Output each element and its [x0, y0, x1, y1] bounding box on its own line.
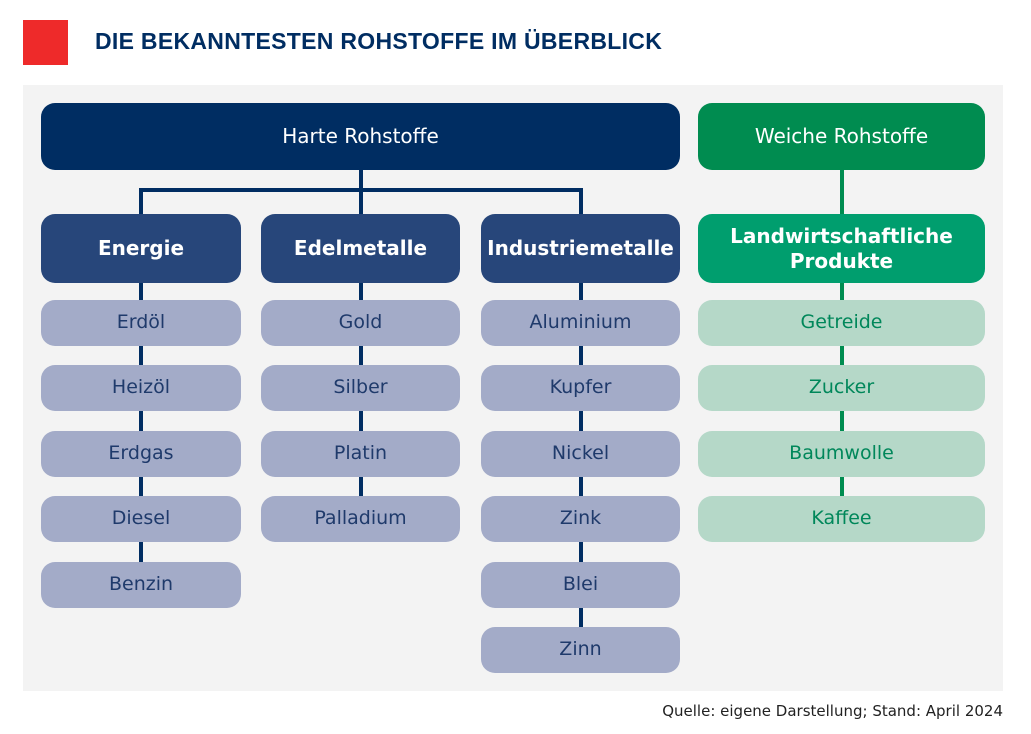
commodity-item: Zucker [698, 365, 985, 411]
connector-line [358, 170, 363, 192]
brand-square [23, 20, 68, 65]
category-header: Edelmetalle [261, 214, 460, 283]
commodity-item: Gold [261, 300, 460, 346]
connector-line [358, 188, 363, 214]
commodity-item: Kupfer [481, 365, 680, 411]
commodity-item: Aluminium [481, 300, 680, 346]
commodity-item: Erdöl [41, 300, 241, 346]
commodity-item: Palladium [261, 496, 460, 542]
commodity-item: Blei [481, 562, 680, 608]
group-header: Weiche Rohstoffe [698, 103, 985, 170]
connector-line [839, 170, 844, 214]
commodity-item: Silber [261, 365, 460, 411]
commodity-item: Zink [481, 496, 680, 542]
category-header: Landwirtschaftliche Produkte [698, 214, 985, 283]
category-header: Industriemetalle [481, 214, 680, 283]
commodity-item: Zinn [481, 627, 680, 673]
connector-line [139, 283, 143, 572]
commodity-item: Heizöl [41, 365, 241, 411]
page-title: DIE BEKANNTESTEN ROHSTOFFE IM ÜBERBLICK [95, 28, 663, 54]
connector-line [139, 188, 143, 214]
commodity-item: Nickel [481, 431, 680, 477]
commodity-item: Getreide [698, 300, 985, 346]
commodity-item: Kaffee [698, 496, 985, 542]
group-header: Harte Rohstoffe [41, 103, 680, 170]
commodity-item: Benzin [41, 562, 241, 608]
commodity-item: Platin [261, 431, 460, 477]
connector-line [578, 188, 583, 214]
commodity-item: Erdgas [41, 431, 241, 477]
commodity-item: Diesel [41, 496, 241, 542]
category-header: Energie [41, 214, 241, 283]
source-note: Quelle: eigene Darstellung; Stand: April… [662, 702, 1003, 720]
commodity-item: Baumwolle [698, 431, 985, 477]
